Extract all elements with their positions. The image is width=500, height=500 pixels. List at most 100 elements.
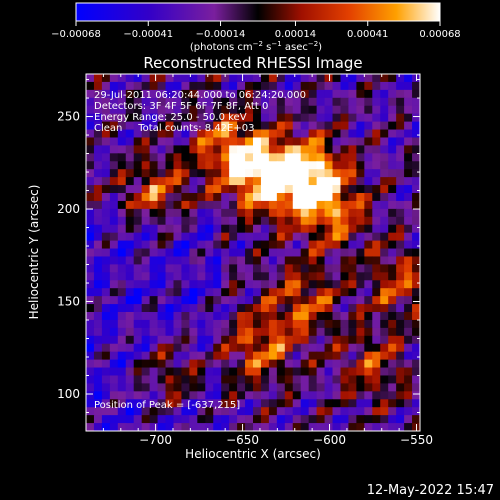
- heatmap-cell: [324, 312, 334, 321]
- heatmap-cell: [149, 105, 159, 115]
- heatmap-cell: [396, 423, 405, 431]
- heatmap-cell: [157, 335, 167, 345]
- heatmap-cell: [213, 89, 222, 99]
- heatmap-cell: [197, 327, 206, 337]
- heatmap-cell: [93, 351, 103, 361]
- heatmap-cell: [117, 121, 127, 131]
- heatmap-cell: [396, 256, 405, 265]
- heatmap-cell: [93, 296, 103, 305]
- heatmap-cell: [396, 129, 405, 139]
- heatmap-cell: [380, 343, 389, 353]
- heatmap-cell: [229, 415, 238, 424]
- heatmap-cell: [101, 240, 111, 250]
- heatmap-cell: [133, 383, 143, 392]
- heatmap-cell: [388, 343, 397, 353]
- heatmap-cell: [181, 153, 190, 162]
- heatmap-cell: [101, 97, 111, 107]
- heatmap-cell: [213, 248, 222, 258]
- heatmap-cell: [237, 193, 246, 202]
- heatmap-cell: [165, 335, 175, 345]
- heatmap-cell: [197, 312, 206, 321]
- heatmap-cell: [229, 81, 238, 91]
- heatmap-cell: [157, 296, 167, 305]
- heatmap-cell: [165, 383, 175, 392]
- heatmap-cell: [300, 105, 310, 115]
- heatmap-cell: [205, 177, 214, 186]
- heatmap-cell: [173, 240, 183, 250]
- heatmap-cell: [149, 177, 159, 186]
- heatmap-cell: [284, 383, 294, 392]
- heatmap-cell: [372, 272, 381, 281]
- heatmap-cell: [356, 415, 365, 424]
- heatmap-cell: [388, 423, 397, 431]
- heatmap-cell: [268, 224, 278, 234]
- heatmap-cell: [165, 145, 175, 154]
- heatmap-cell: [292, 224, 302, 234]
- heatmap-cell: [412, 153, 420, 162]
- heatmap-cell: [229, 153, 238, 162]
- heatmap-cell: [93, 129, 103, 139]
- heatmap-cell: [253, 240, 262, 250]
- heatmap-cell: [380, 319, 389, 329]
- heatmap-cell: [221, 177, 230, 186]
- heatmap-cell: [404, 74, 413, 83]
- heatmap-cell: [93, 74, 103, 83]
- heatmap-cell: [300, 319, 310, 329]
- heatmap-cell: [412, 264, 420, 273]
- heatmap-cell: [86, 153, 95, 162]
- heatmap-cell: [213, 383, 222, 392]
- heatmap-cell: [308, 391, 318, 400]
- heatmap-cell: [117, 200, 127, 210]
- heatmap-cell: [396, 391, 405, 400]
- heatmap-cell: [284, 177, 294, 186]
- heatmap-cell: [412, 224, 420, 234]
- heatmap-cell: [380, 97, 389, 107]
- heatmap-cell: [213, 335, 222, 345]
- heatmap-cell: [133, 264, 143, 273]
- heatmap-cell: [316, 415, 326, 424]
- heatmap-cell: [396, 89, 405, 99]
- heatmap-cell: [253, 177, 262, 186]
- heatmap-cell: [412, 137, 420, 146]
- heatmap-cell: [157, 185, 167, 194]
- heatmap-cell: [205, 280, 214, 289]
- heatmap-cell: [157, 319, 167, 329]
- heatmap-cell: [364, 153, 373, 162]
- heatmap-cell: [260, 296, 270, 305]
- heatmap-cell: [284, 240, 294, 250]
- heatmap-cell: [356, 343, 365, 353]
- heatmap-cell: [245, 89, 254, 99]
- heatmap-cell: [197, 129, 206, 139]
- heatmap-cell: [332, 272, 342, 281]
- heatmap-cell: [133, 224, 143, 234]
- heatmap-cell: [324, 200, 334, 210]
- heatmap-cell: [245, 161, 254, 170]
- heatmap-cell: [133, 153, 143, 162]
- heatmap-cell: [324, 399, 334, 408]
- heatmap-cell: [125, 319, 135, 329]
- heatmap-cell: [189, 145, 198, 154]
- heatmap-cell: [245, 383, 254, 392]
- heatmap-cell: [284, 319, 294, 329]
- heatmap-cell: [300, 169, 310, 178]
- heatmap-cell: [117, 129, 127, 139]
- heatmap-cell: [221, 359, 230, 369]
- heatmap-cell: [308, 288, 318, 297]
- heatmap-cell: [205, 129, 214, 139]
- heatmap-cell: [237, 89, 246, 99]
- heatmap-cell: [117, 312, 127, 321]
- heatmap-cell: [276, 177, 286, 186]
- heatmap-cell: [268, 304, 278, 313]
- heatmap-cell: [213, 351, 222, 361]
- heatmap-cell: [260, 272, 270, 281]
- heatmap-cell: [284, 280, 294, 289]
- heatmap-cell: [229, 296, 238, 305]
- heatmap-cell: [229, 375, 238, 384]
- heatmap-cell: [141, 129, 151, 139]
- heatmap-cell: [189, 272, 198, 281]
- heatmap-cell: [340, 367, 350, 377]
- heatmap-cell: [332, 74, 342, 83]
- heatmap-cell: [404, 296, 413, 305]
- heatmap-cell: [157, 407, 167, 416]
